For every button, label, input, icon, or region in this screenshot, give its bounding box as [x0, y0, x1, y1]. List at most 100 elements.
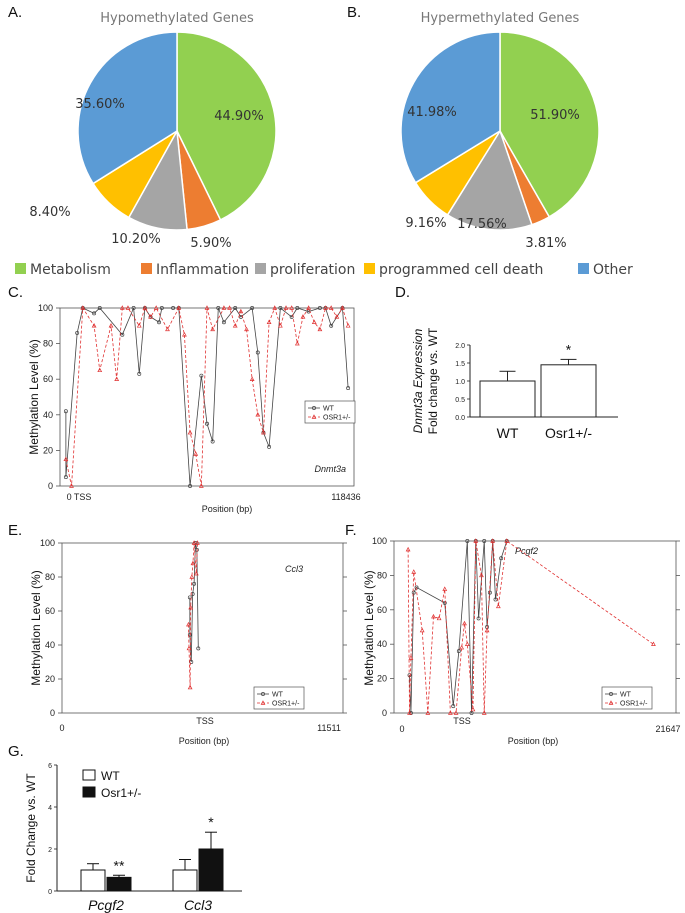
legend-marker: [609, 692, 613, 696]
y-tick-label: 40: [45, 640, 55, 650]
x-tick-label: 11511: [317, 723, 341, 733]
methylation-plot-ccl3: 0 20 40 60 80 100 0 TSS 11511 Position (bp) Methyl…: [29, 538, 347, 746]
data-point-wt: [221, 320, 226, 325]
series-line-wt: [409, 540, 508, 714]
data-point-osr1: [470, 706, 476, 712]
bar: [198, 848, 224, 892]
data-point-osr1: [238, 308, 244, 314]
data-point-osr1: [195, 540, 200, 545]
y-tick-label: 20: [377, 674, 387, 684]
x-axis-label: Position (bp): [179, 736, 230, 746]
data-point-osr1: [190, 560, 196, 566]
data-point-osr1: [63, 456, 69, 462]
series-legend-label: OSR1+/-: [272, 701, 300, 708]
x-tick-label: 0: [59, 723, 64, 733]
data-point-osr1: [481, 710, 487, 715]
data-point-osr1: [119, 305, 125, 310]
panel-letter-c: C.: [8, 284, 23, 301]
pie-b-slice-metabolism: [499, 31, 600, 218]
data-point-wt: [493, 597, 498, 602]
pie-a-slice-other: [77, 31, 178, 185]
y-tick-label: 80: [377, 570, 387, 580]
pie-b-title: Hypermethylated Genes: [421, 11, 580, 26]
data-point-osr1: [176, 305, 182, 310]
data-point-osr1: [317, 326, 323, 332]
data-point-wt: [196, 646, 201, 651]
y-tick-label: 40: [377, 639, 387, 649]
x-tick-label: 21647: [655, 724, 680, 734]
data-point-osr1: [210, 326, 216, 332]
pie-a-label: 8.40%: [29, 205, 70, 220]
data-point-wt: [476, 616, 481, 621]
y-tick-label: 0.0: [455, 415, 465, 422]
data-point-wt: [250, 306, 255, 310]
data-point-osr1: [294, 340, 300, 346]
y-tick-label: 0: [48, 889, 52, 896]
pie-b-label: 3.81%: [525, 236, 566, 251]
pie-b-slices: [400, 31, 600, 231]
data-point-wt: [329, 323, 334, 328]
significance-marker: *: [566, 341, 572, 357]
data-point-wt: [317, 306, 322, 310]
series-line-wt: [65, 306, 349, 487]
data-point-osr1: [431, 613, 436, 619]
significance-marker: **: [114, 857, 125, 873]
y-tick-label: 20: [43, 445, 53, 455]
y-tick-label: 60: [377, 605, 387, 615]
plot-frame: [61, 542, 344, 714]
data-point-osr1: [227, 305, 232, 310]
data-point-wt: [171, 306, 176, 310]
data-point-osr1: [97, 367, 103, 373]
data-point-osr1: [244, 326, 249, 332]
legend-swatch: [15, 263, 26, 274]
y-axis-label: Methylation Level (%): [362, 570, 376, 685]
y-tick-label: 80: [43, 339, 53, 349]
series-legend-label: WT: [323, 406, 335, 413]
y-tick-label: 100: [40, 538, 55, 548]
x-axis-label: Position (bp): [202, 504, 253, 514]
bar-chart-dnmt3a-expression: 0.0 0.5 1.0 1.5 2.0 WT * Osr1+/- Dnmt3a Expressi…: [411, 327, 618, 441]
data-point-osr1: [490, 538, 496, 543]
data-point-wt: [75, 330, 80, 335]
legend-marker: [260, 700, 266, 705]
pie-a-label: 35.60%: [75, 97, 125, 112]
y-tick-label: 6: [48, 763, 52, 770]
data-point-wt: [233, 306, 238, 310]
methylation-plot-pcgf2: 0 20 40 60 80 100 0 TSS 21647 Position (bp) Methyl…: [362, 536, 681, 746]
data-point-osr1: [289, 305, 295, 310]
data-point-wt: [295, 306, 300, 310]
series-legend-box: [601, 686, 653, 710]
legend-label: Other: [593, 262, 633, 278]
data-point-wt: [346, 386, 351, 391]
series-legend-box: [304, 400, 356, 424]
legend-label: Metabolism: [30, 262, 111, 278]
data-point-osr1: [69, 483, 74, 488]
data-point-osr1: [311, 319, 317, 324]
x-tick-label: TSS: [453, 716, 471, 726]
data-point-osr1: [306, 305, 311, 310]
data-point-osr1: [464, 641, 470, 646]
legend-marker: [261, 692, 265, 696]
legend-swatch: [82, 769, 96, 781]
data-point-wt: [216, 306, 221, 310]
gene-label: Ccl3: [285, 564, 303, 574]
legend-swatch: [578, 263, 589, 274]
panel-letter-b: B.: [347, 4, 361, 21]
x-tick-label: 0 TSS: [67, 492, 92, 502]
data-point-osr1: [255, 412, 261, 417]
y-tick-label: 0: [382, 708, 387, 718]
pie-b-label: 41.98%: [407, 105, 457, 120]
category-label: Ccl3: [184, 897, 212, 913]
y-tick-label: 0.5: [455, 397, 465, 404]
data-point-osr1: [261, 429, 266, 435]
data-point-wt: [278, 306, 283, 310]
series-legend-label: OSR1+/-: [620, 701, 648, 708]
data-point-osr1: [191, 540, 197, 545]
legend-marker: [312, 406, 316, 410]
data-point-osr1: [136, 323, 142, 328]
bar: [479, 380, 536, 418]
data-point-osr1: [345, 323, 351, 328]
data-point-wt: [411, 590, 416, 595]
legend-marker: [311, 414, 317, 419]
data-point-osr1: [91, 323, 97, 328]
